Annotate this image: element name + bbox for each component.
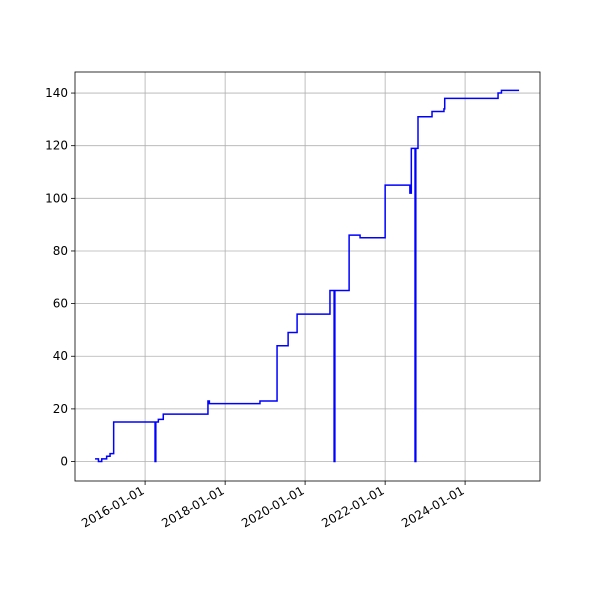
x-tick-label: 2016-01-01 [79,483,146,530]
y-tick-label: 20 [53,402,68,416]
y-tick-label: 100 [45,191,68,205]
y-tick-label: 0 [60,455,68,469]
y-tick-label: 40 [53,349,68,363]
y-tick-label: 140 [45,86,68,100]
data-line [95,89,520,463]
x-tick-label: 2022-01-01 [319,483,386,530]
plot-frame [74,71,541,482]
y-tick-label: 60 [53,297,68,311]
y-tick-label: 80 [53,244,68,258]
x-tick-label: 2020-01-01 [239,483,306,530]
x-tick-label: 2018-01-01 [159,483,226,530]
y-tick-label: 120 [45,139,68,153]
x-tick-label: 2024-01-01 [399,483,466,530]
